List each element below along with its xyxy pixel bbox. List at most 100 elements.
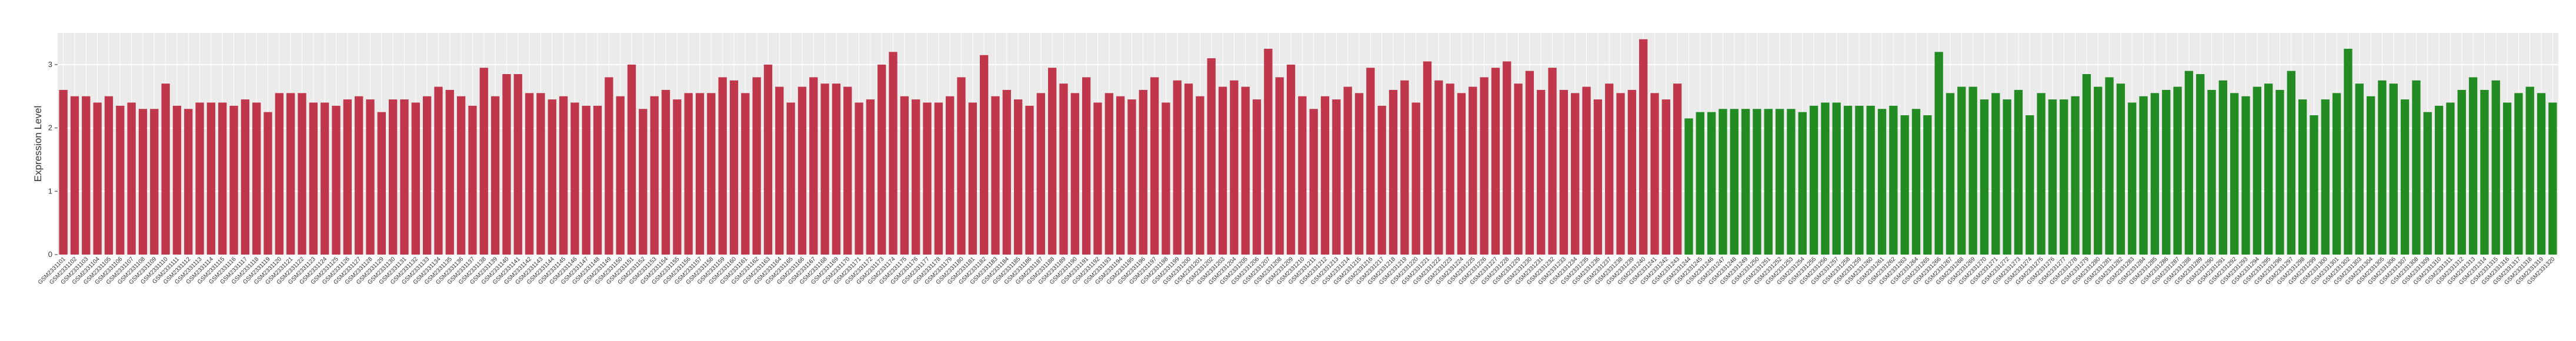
bar [490,96,500,255]
bar [1082,77,1091,255]
bar [2287,71,2295,255]
bar [502,74,511,255]
bar [763,64,773,255]
bar [661,89,670,255]
bar [366,99,375,255]
bar [525,93,534,255]
bar [2241,96,2250,255]
y-tick-label: 1 [48,186,52,195]
bar [1787,109,1796,255]
bar [1627,89,1636,255]
bar [1412,102,1420,255]
bar [1877,109,1887,255]
bar [1605,83,1614,255]
bar [718,77,727,255]
bar [2071,96,2080,255]
bar [2139,96,2148,255]
bar [832,83,841,255]
bar [2218,80,2227,255]
bar [957,77,966,255]
bar [673,99,682,255]
bar [59,89,68,255]
bar [82,96,91,255]
bar [2446,102,2455,255]
bar [2321,99,2330,255]
bar [2491,80,2500,255]
bar [116,105,125,255]
bar [1105,93,1113,255]
bar [2026,115,2034,255]
bar [2457,89,2466,255]
bar [1821,102,1830,255]
bar [104,96,114,255]
bar [1469,86,1477,255]
bar [1093,102,1102,255]
bar [741,93,750,255]
y-tick-label: 3 [48,60,52,69]
bar [2332,93,2341,255]
bar [400,99,409,255]
bar [2082,74,2091,255]
bar [434,86,443,255]
bar [1957,86,1966,255]
bar [286,93,295,255]
bar [298,93,306,255]
bar [616,96,625,255]
bar [1047,68,1057,255]
bar [968,102,977,255]
bar [855,102,863,255]
bar [1696,112,1704,255]
bar [150,109,159,255]
bar [172,105,182,255]
bar [1389,89,1398,255]
bar [1514,83,1523,255]
bar [1991,93,2000,255]
bar [1537,89,1546,255]
bar [1264,48,1273,255]
bar [1525,71,1534,255]
bar [1150,77,1159,255]
bar [1650,93,1659,255]
bar [263,112,272,255]
bar [1252,99,1262,255]
bar [2037,93,2046,255]
bar [1741,109,1750,255]
bar [2184,71,2194,255]
bar [2196,74,2205,255]
bar [2173,86,2182,255]
bar [355,96,363,255]
bar [775,86,784,255]
bar [786,102,795,255]
bar [1059,83,1068,255]
y-tick-label: 0 [48,250,52,259]
bar [889,52,897,255]
bar [2480,89,2489,255]
bar [1196,96,1204,255]
bar [2207,89,2216,255]
bar [684,93,693,255]
bar [1434,80,1443,255]
bar [206,102,216,255]
bar [1673,83,1682,255]
bar [2014,89,2023,255]
bar [138,109,148,255]
bar [1866,105,1875,255]
bar [912,99,920,255]
bar [1309,109,1318,255]
bar [1968,86,1977,255]
bar [513,74,522,255]
bar [321,102,329,255]
bar [1457,93,1466,255]
bar [1923,115,1932,255]
bar [2048,99,2057,255]
bar [1275,77,1284,255]
bar [2264,83,2273,255]
bar [809,77,818,255]
bar [582,105,590,255]
bar [1559,89,1569,255]
bar [1661,99,1670,255]
bar [377,112,386,255]
bar [1354,93,1364,255]
bar [218,102,227,255]
bar [1730,109,1739,255]
